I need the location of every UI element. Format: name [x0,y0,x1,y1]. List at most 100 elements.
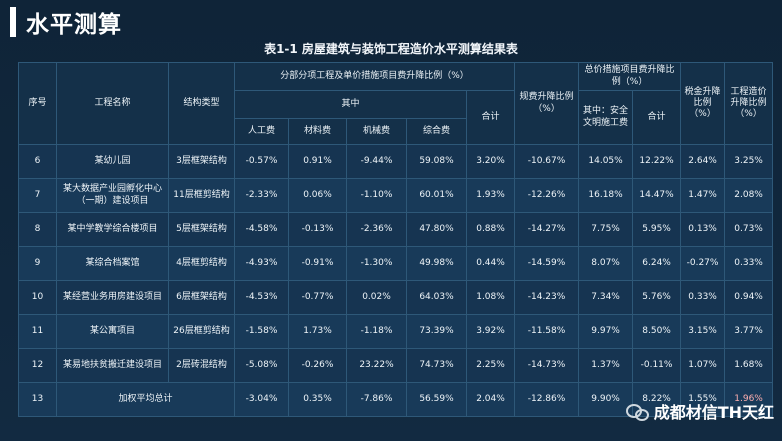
cell-name: 某经营业务用房建设项目 [56,280,169,315]
cell-composite: 74.73% [406,348,467,383]
cell-safety: 16.18% [578,178,634,213]
section-title: 水平测算 [26,12,122,38]
cell-labor: -4.58% [234,212,289,247]
cell-labor: -2.33% [234,178,289,213]
header-overall-group: 总价措施项目费升降比例（%） [578,62,682,91]
header-cost: 工程造价升降比例（%） [724,62,774,145]
cell-composite: 49.98% [406,246,467,281]
cell-cost: 3.25% [724,144,774,179]
cell-safety: 8.07% [578,246,634,281]
cell-name: 某大数据产业园孵化中心（一期）建设项目 [56,178,169,213]
cell-overall: 5.95% [632,212,682,247]
cell-cost: 0.94% [724,280,774,315]
cell-tax: 3.15% [680,314,726,349]
cell-tax: 0.33% [680,280,726,315]
cell-seq: 12 [18,348,57,383]
cell-name: 某幼儿园 [56,144,169,179]
table-row: 11 某公寓项目 26层框剪结构 -1.58% 1.73% -1.18% 73.… [18,314,774,349]
cell-overall: 6.24% [632,246,682,281]
cell-cost: 0.33% [724,246,774,281]
cell-overall: 12.22% [632,144,682,179]
cell-material: 0.06% [288,178,347,213]
cell-total: 3.20% [465,144,516,179]
cell-material: -0.77% [288,280,347,315]
cell-safety: 1.37% [578,348,634,383]
cell-material: -0.13% [288,212,347,247]
cell-total: 1.93% [465,178,516,213]
cell-tax: 1.07% [680,348,726,383]
cell-machine: -7.86% [346,382,407,417]
watermark: 成都材信TH天红 [625,399,774,423]
table-row: 12 某易地扶贫搬迁建设项目 2层砖混结构 -5.08% -0.26% 23.2… [18,348,774,383]
cell-material: 0.91% [288,144,347,179]
header-accent-bar [10,7,16,37]
cell-cost: 1.96% [724,382,774,417]
cell-fee: -14.59% [514,246,580,281]
cell-labor: -5.08% [234,348,289,383]
cell-total: 1.08% [465,280,516,315]
cell-name: 某综合档案馆 [56,246,169,281]
cell-safety: 9.97% [578,314,634,349]
cell-seq: 8 [18,212,57,247]
cell-structure: 3层框架结构 [168,144,235,179]
cell-fee: -14.23% [514,280,580,315]
cell-structure: 2层砖混结构 [168,348,235,383]
table-row: 7 某大数据产业园孵化中心（一期）建设项目 11层框剪结构 -2.33% 0.0… [18,178,774,213]
cell-composite: 64.03% [406,280,467,315]
cell-seq: 9 [18,246,57,281]
cell-safety: 7.34% [578,280,634,315]
cell-composite: 73.39% [406,314,467,349]
header-material: 材料费 [288,118,347,145]
cell-composite: 56.59% [406,382,467,417]
cell-safety: 7.75% [578,212,634,247]
cell-labor: -0.57% [234,144,289,179]
cell-labor: -1.58% [234,314,289,349]
header-composite: 综合费 [406,118,467,145]
cell-structure: 26层框剪结构 [168,314,235,349]
cell-composite: 60.01% [406,178,467,213]
cell-machine: -9.44% [346,144,407,179]
cell-total: 0.88% [465,212,516,247]
cell-overall: 8.50% [632,314,682,349]
cell-fee: -12.26% [514,178,580,213]
cell-fee: -14.27% [514,212,580,247]
cell-machine: -2.36% [346,212,407,247]
section-header: 水平测算 [10,4,122,40]
cell-fee: -11.58% [514,314,580,349]
cell-overall: 14.47% [632,178,682,213]
cell-material: 0.35% [288,382,347,417]
table-row: 9 某综合档案馆 4层框剪结构 -4.93% -0.91% -1.30% 49.… [18,246,774,281]
cell-total: 0.44% [465,246,516,281]
cell-tax: 1.47% [680,178,726,213]
header-overall-total: 合计 [632,90,682,145]
watermark-text: 成都材信TH天红 [653,403,774,422]
cell-cost: 3.77% [724,314,774,349]
cell-fee: -14.73% [514,348,580,383]
cell-composite: 59.08% [406,144,467,179]
header-total: 合计 [465,90,516,145]
cell-labor: -4.53% [234,280,289,315]
cell-tax: 1.55% [680,382,726,417]
cell-total: 2.25% [465,348,516,383]
cell-composite: 47.80% [406,212,467,247]
cell-total: 2.04% [465,382,516,417]
cell-machine: -1.10% [346,178,407,213]
header-group-main: 分部分项工程及单价措施项目费升降比例（%） [233,62,516,91]
cell-name: 某公寓项目 [56,314,169,349]
cell-safety: 14.05% [578,144,634,179]
cell-total: 3.92% [465,314,516,349]
wechat-icon [625,402,649,421]
cell-tax: -0.27% [680,246,726,281]
table-caption: 表1-1 房屋建筑与装饰工程造价水平测算结果表 [264,42,518,56]
cell-name: 某中学教学综合楼项目 [56,212,169,247]
cell-machine: -1.30% [346,246,407,281]
cell-tax: 2.64% [680,144,726,179]
cell-machine: -1.18% [346,314,407,349]
header-structure: 结构类型 [168,62,235,145]
cell-tax: 0.13% [680,212,726,247]
header-fee: 规费升降比例（%） [514,62,580,145]
cell-fee: -12.86% [514,382,580,417]
cell-structure: 5层框架结构 [168,212,235,247]
cell-structure: 6层框架结构 [168,280,235,315]
cell-machine: 23.22% [346,348,407,383]
